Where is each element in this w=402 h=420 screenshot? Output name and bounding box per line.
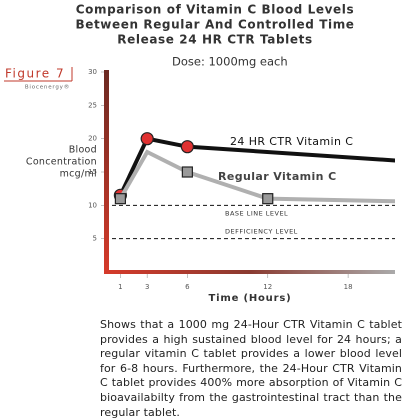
brand: Biocenergy® — [25, 84, 70, 91]
x-tick-label: 1 — [118, 283, 122, 291]
chart-title: Comparison of Vitamin C Blood Levels — [76, 3, 355, 17]
figure-label: Figure 7 — [5, 67, 65, 81]
y-axis-label: mcg/ml — [60, 169, 97, 180]
y-axis-label: Concentration — [26, 157, 97, 168]
chart-title: Between Regular And Controlled Time — [75, 18, 354, 32]
series-label: Regular Vitamin C — [218, 170, 337, 183]
x-axis — [104, 270, 395, 274]
y-tick-label: 20 — [88, 135, 97, 143]
chart: Comparison of Vitamin C Blood LevelsBetw… — [4, 3, 395, 304]
y-axis-label: Blood — [69, 145, 97, 156]
x-tick-label: 3 — [145, 283, 149, 291]
chart-title: Release 24 HR CTR Tablets — [117, 33, 312, 47]
reference-label: BASE LINE LEVEL — [225, 209, 288, 217]
plot-area — [113, 132, 395, 205]
marker — [180, 140, 194, 154]
reference-label: DEFFICIENCY LEVEL — [225, 228, 298, 236]
series-label: 24 HR CTR Vitamin C — [230, 135, 353, 148]
x-tick-label: 18 — [344, 283, 353, 291]
marker — [114, 193, 126, 205]
x-tick-label: 6 — [185, 283, 190, 291]
subtitle: Dose: 1000mg each — [172, 55, 288, 69]
y-tick-label: 5 — [93, 235, 97, 243]
y-tick-label: 25 — [88, 101, 97, 109]
x-tick-label: 12 — [263, 283, 272, 291]
marker — [140, 132, 154, 146]
y-tick-label: 30 — [88, 68, 97, 76]
marker — [181, 166, 193, 178]
y-tick-label: 10 — [88, 201, 97, 209]
caption: Shows that a 1000 mg 24-Hour CTR Vitamin… — [100, 318, 402, 419]
y-tick-label: 15 — [88, 168, 97, 176]
marker — [262, 193, 274, 205]
y-axis — [104, 70, 109, 274]
x-axis-label: Time (Hours) — [209, 293, 292, 304]
series-line — [118, 136, 395, 197]
